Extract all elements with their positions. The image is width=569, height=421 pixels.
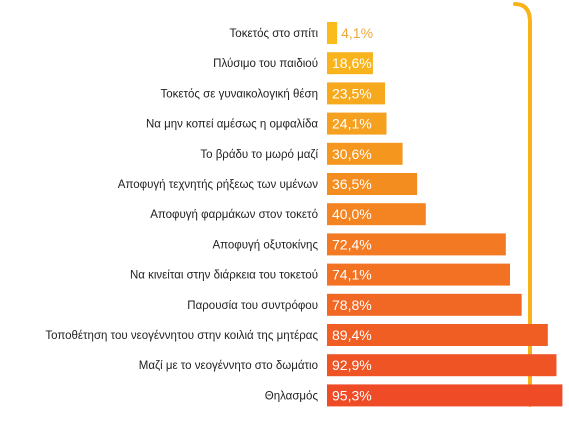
value-label-12: 95,3%	[332, 387, 372, 403]
top-right-bracket	[513, 2, 532, 407]
category-label-8: Να κινείται στην διάρκεια του τοκετού	[130, 270, 318, 282]
value-label-9: 78,8%	[332, 297, 372, 313]
value-label-6: 40,0%	[332, 206, 372, 222]
category-labels-group: Τοκετός στο σπίτι Πλύσιμο του παιδιού Τοκε…	[45, 28, 318, 402]
value-label-10: 89,4%	[332, 327, 372, 343]
value-label-4: 30,6%	[332, 146, 372, 162]
value-label-3: 24,1%	[332, 116, 372, 132]
category-label-7: Αποφυγή οξυτοκίνης	[212, 239, 318, 251]
value-label-5: 36,5%	[332, 176, 372, 192]
bar-10	[327, 324, 548, 346]
category-label-4: Το βράδυ το μωρό μαζί	[200, 149, 318, 161]
bar-11	[327, 354, 557, 377]
bar-2	[327, 82, 386, 105]
bar-1	[327, 52, 373, 75]
value-label-0: 4,1%	[341, 25, 373, 41]
category-label-2: Τοκετός σε γυναικολογική θέση	[160, 88, 318, 100]
bar-3	[327, 112, 387, 135]
value-label-8: 74,1%	[332, 267, 372, 283]
value-labels-group: 4,1% 18,6% 23,5% 24,1% 30,6% 36,5% 40,0% 72,4% 7…	[332, 25, 373, 403]
category-label-3: Να μην κοπεί αμέσως η ομφαλίδα	[146, 119, 318, 131]
bar-6	[327, 203, 426, 226]
bar-12	[327, 384, 563, 407]
bar-5	[327, 173, 418, 195]
value-label-2: 23,5%	[332, 85, 372, 101]
bars-group	[327, 22, 563, 407]
bar-4	[327, 142, 403, 165]
category-label-0: Τοκετός στο σπίτι	[230, 28, 319, 40]
category-label-10: Τοποθέτηση του νεογέννητου στην κοιλιά τ…	[45, 330, 318, 342]
category-label-12: Θηλασμός	[265, 390, 319, 402]
value-label-1: 18,6%	[332, 55, 372, 71]
category-label-9: Παρουσία του συντρόφου	[187, 300, 318, 312]
category-label-6: Αποφυγή φαρμάκων στον τοκετό	[150, 209, 318, 221]
bar-0	[327, 22, 338, 44]
value-label-7: 72,4%	[332, 236, 372, 252]
category-label-5: Αποφυγή τεχνητής ρήξεως των υμένων	[118, 179, 318, 191]
bar-9	[327, 293, 522, 316]
category-label-1: Πλύσιμο του παιδιού	[213, 58, 318, 70]
value-label-11: 92,9%	[332, 357, 372, 373]
category-label-11: Μαζί με το νεογέννητο στο δωμάτιο	[139, 360, 318, 372]
bar-8	[327, 263, 511, 286]
bar-7	[327, 233, 506, 256]
